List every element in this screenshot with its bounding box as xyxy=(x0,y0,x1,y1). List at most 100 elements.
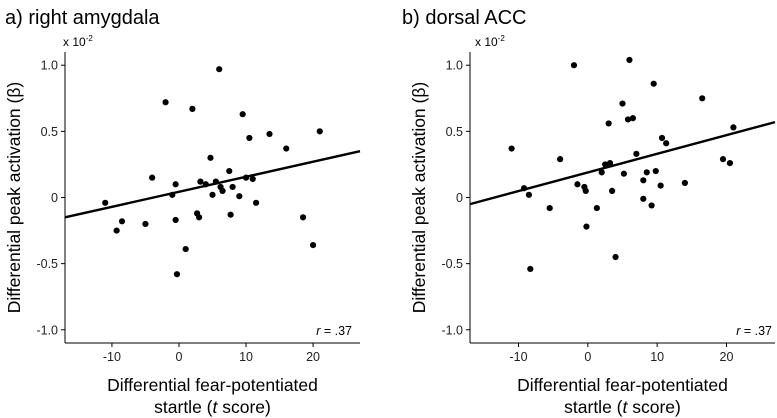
y-axis-label: Differential peak activation (β) xyxy=(409,82,429,314)
panel-title: a) right amygdala xyxy=(5,7,160,29)
data-point xyxy=(195,214,203,221)
x-axis-label-italic: t xyxy=(623,397,629,417)
x-tick-label: 10 xyxy=(650,350,664,364)
panel-right-amygdala: a) right amygdala x 10-2 1.0 0.5 0 -0.5 -1.0 -1… xyxy=(4,7,361,417)
correlation-label: r = .37 xyxy=(736,324,772,338)
data-point xyxy=(574,181,581,188)
y-scale-label: x 10-2 xyxy=(63,34,93,49)
data-point xyxy=(219,187,226,194)
y-scale-label: x 10-2 xyxy=(475,34,505,49)
data-point xyxy=(527,265,534,273)
data-point xyxy=(173,271,181,278)
data-point xyxy=(629,115,636,122)
data-point xyxy=(226,167,233,175)
data-point xyxy=(266,130,273,138)
y-scale-base: x 10 xyxy=(63,35,86,49)
y-tick-label: -0.5 xyxy=(36,257,58,271)
y-tick-label: 0 xyxy=(51,191,58,205)
x-axis-label-pre: startle ( xyxy=(564,397,623,417)
regression-line xyxy=(64,150,361,219)
data-point xyxy=(570,62,578,69)
data-point xyxy=(118,218,126,225)
data-point xyxy=(598,169,605,176)
data-point xyxy=(658,134,666,142)
y-axis-label: Differential peak activation (β) xyxy=(4,82,24,314)
data-point xyxy=(633,150,640,157)
x-axis-label-italic: t xyxy=(213,397,219,417)
data-point xyxy=(624,116,632,123)
data-point xyxy=(525,191,533,198)
x-axis-label-pre: startle ( xyxy=(154,397,213,417)
data-point xyxy=(236,193,243,200)
data-point xyxy=(681,179,688,187)
y-tick-label: 1.0 xyxy=(41,59,58,73)
data-point xyxy=(699,95,706,102)
correlation-symbol: r xyxy=(736,324,741,338)
data-point xyxy=(216,66,223,73)
panel-title: b) dorsal ACC xyxy=(402,7,527,29)
data-point xyxy=(209,191,216,198)
y-tick-label: 0.5 xyxy=(41,125,58,139)
data-point xyxy=(609,187,616,194)
data-point xyxy=(730,124,737,131)
data-point xyxy=(619,100,626,107)
data-point xyxy=(316,128,323,135)
data-point xyxy=(172,216,179,224)
data-point xyxy=(508,145,515,152)
data-point xyxy=(546,204,553,212)
data-point xyxy=(626,56,633,64)
x-tick-label: -10 xyxy=(509,350,527,364)
data-point xyxy=(640,177,647,184)
data-point xyxy=(249,175,256,183)
data-point xyxy=(663,140,670,147)
panel-dorsal-acc: b) dorsal ACC x 10-2 1.0 0.5 0 -0.5 -1.0 -10 0 10… xyxy=(402,7,776,417)
data-point xyxy=(246,134,253,142)
data-point xyxy=(197,178,204,185)
data-point xyxy=(719,156,727,163)
correlation-label: r = .37 xyxy=(316,324,352,338)
y-tick-label: 0.5 xyxy=(446,125,463,139)
x-axis-label-line1: Differential fear-potentiated xyxy=(517,375,728,395)
x-tick-label: -10 xyxy=(103,350,121,364)
data-point xyxy=(648,202,655,209)
data-point xyxy=(620,170,627,177)
data-point xyxy=(169,191,176,198)
data-point xyxy=(283,145,290,152)
data-point xyxy=(252,199,260,206)
data-point xyxy=(657,182,664,189)
data-point xyxy=(162,99,169,106)
data-point xyxy=(207,154,214,161)
y-tick-label: -1.0 xyxy=(441,323,463,337)
x-tick-label: 10 xyxy=(239,350,253,364)
data-point xyxy=(299,214,307,221)
y-scale-base: x 10 xyxy=(475,35,498,49)
data-point xyxy=(229,183,236,191)
y-tick-label: -0.5 xyxy=(441,257,463,271)
x-axis-label-post: score) xyxy=(627,397,680,417)
data-point xyxy=(583,223,590,230)
data-point xyxy=(172,181,179,188)
data-point xyxy=(309,242,317,249)
y-tick-label: -1.0 xyxy=(36,323,58,337)
data-point xyxy=(606,160,614,167)
data-point xyxy=(557,156,564,163)
data-point xyxy=(239,111,246,118)
y-scale-exponent: -2 xyxy=(498,34,506,43)
data-point xyxy=(602,161,609,168)
data-point xyxy=(149,174,156,181)
data-point xyxy=(593,204,600,212)
x-tick-label: 0 xyxy=(584,350,591,364)
data-point xyxy=(142,220,149,228)
x-axis-label-post: score) xyxy=(217,397,270,417)
x-axis-label-line2: startle (t score) xyxy=(564,397,681,417)
data-point xyxy=(102,199,109,206)
data-point xyxy=(726,160,734,167)
data-point xyxy=(242,174,250,181)
y-tick-label: 0 xyxy=(456,191,463,205)
data-point xyxy=(227,211,234,218)
data-point xyxy=(189,105,196,112)
data-point xyxy=(612,253,619,261)
x-tick-label: 20 xyxy=(720,350,734,364)
correlation-value: = .37 xyxy=(740,324,772,338)
x-axis-label-line2: startle (t score) xyxy=(154,397,271,417)
